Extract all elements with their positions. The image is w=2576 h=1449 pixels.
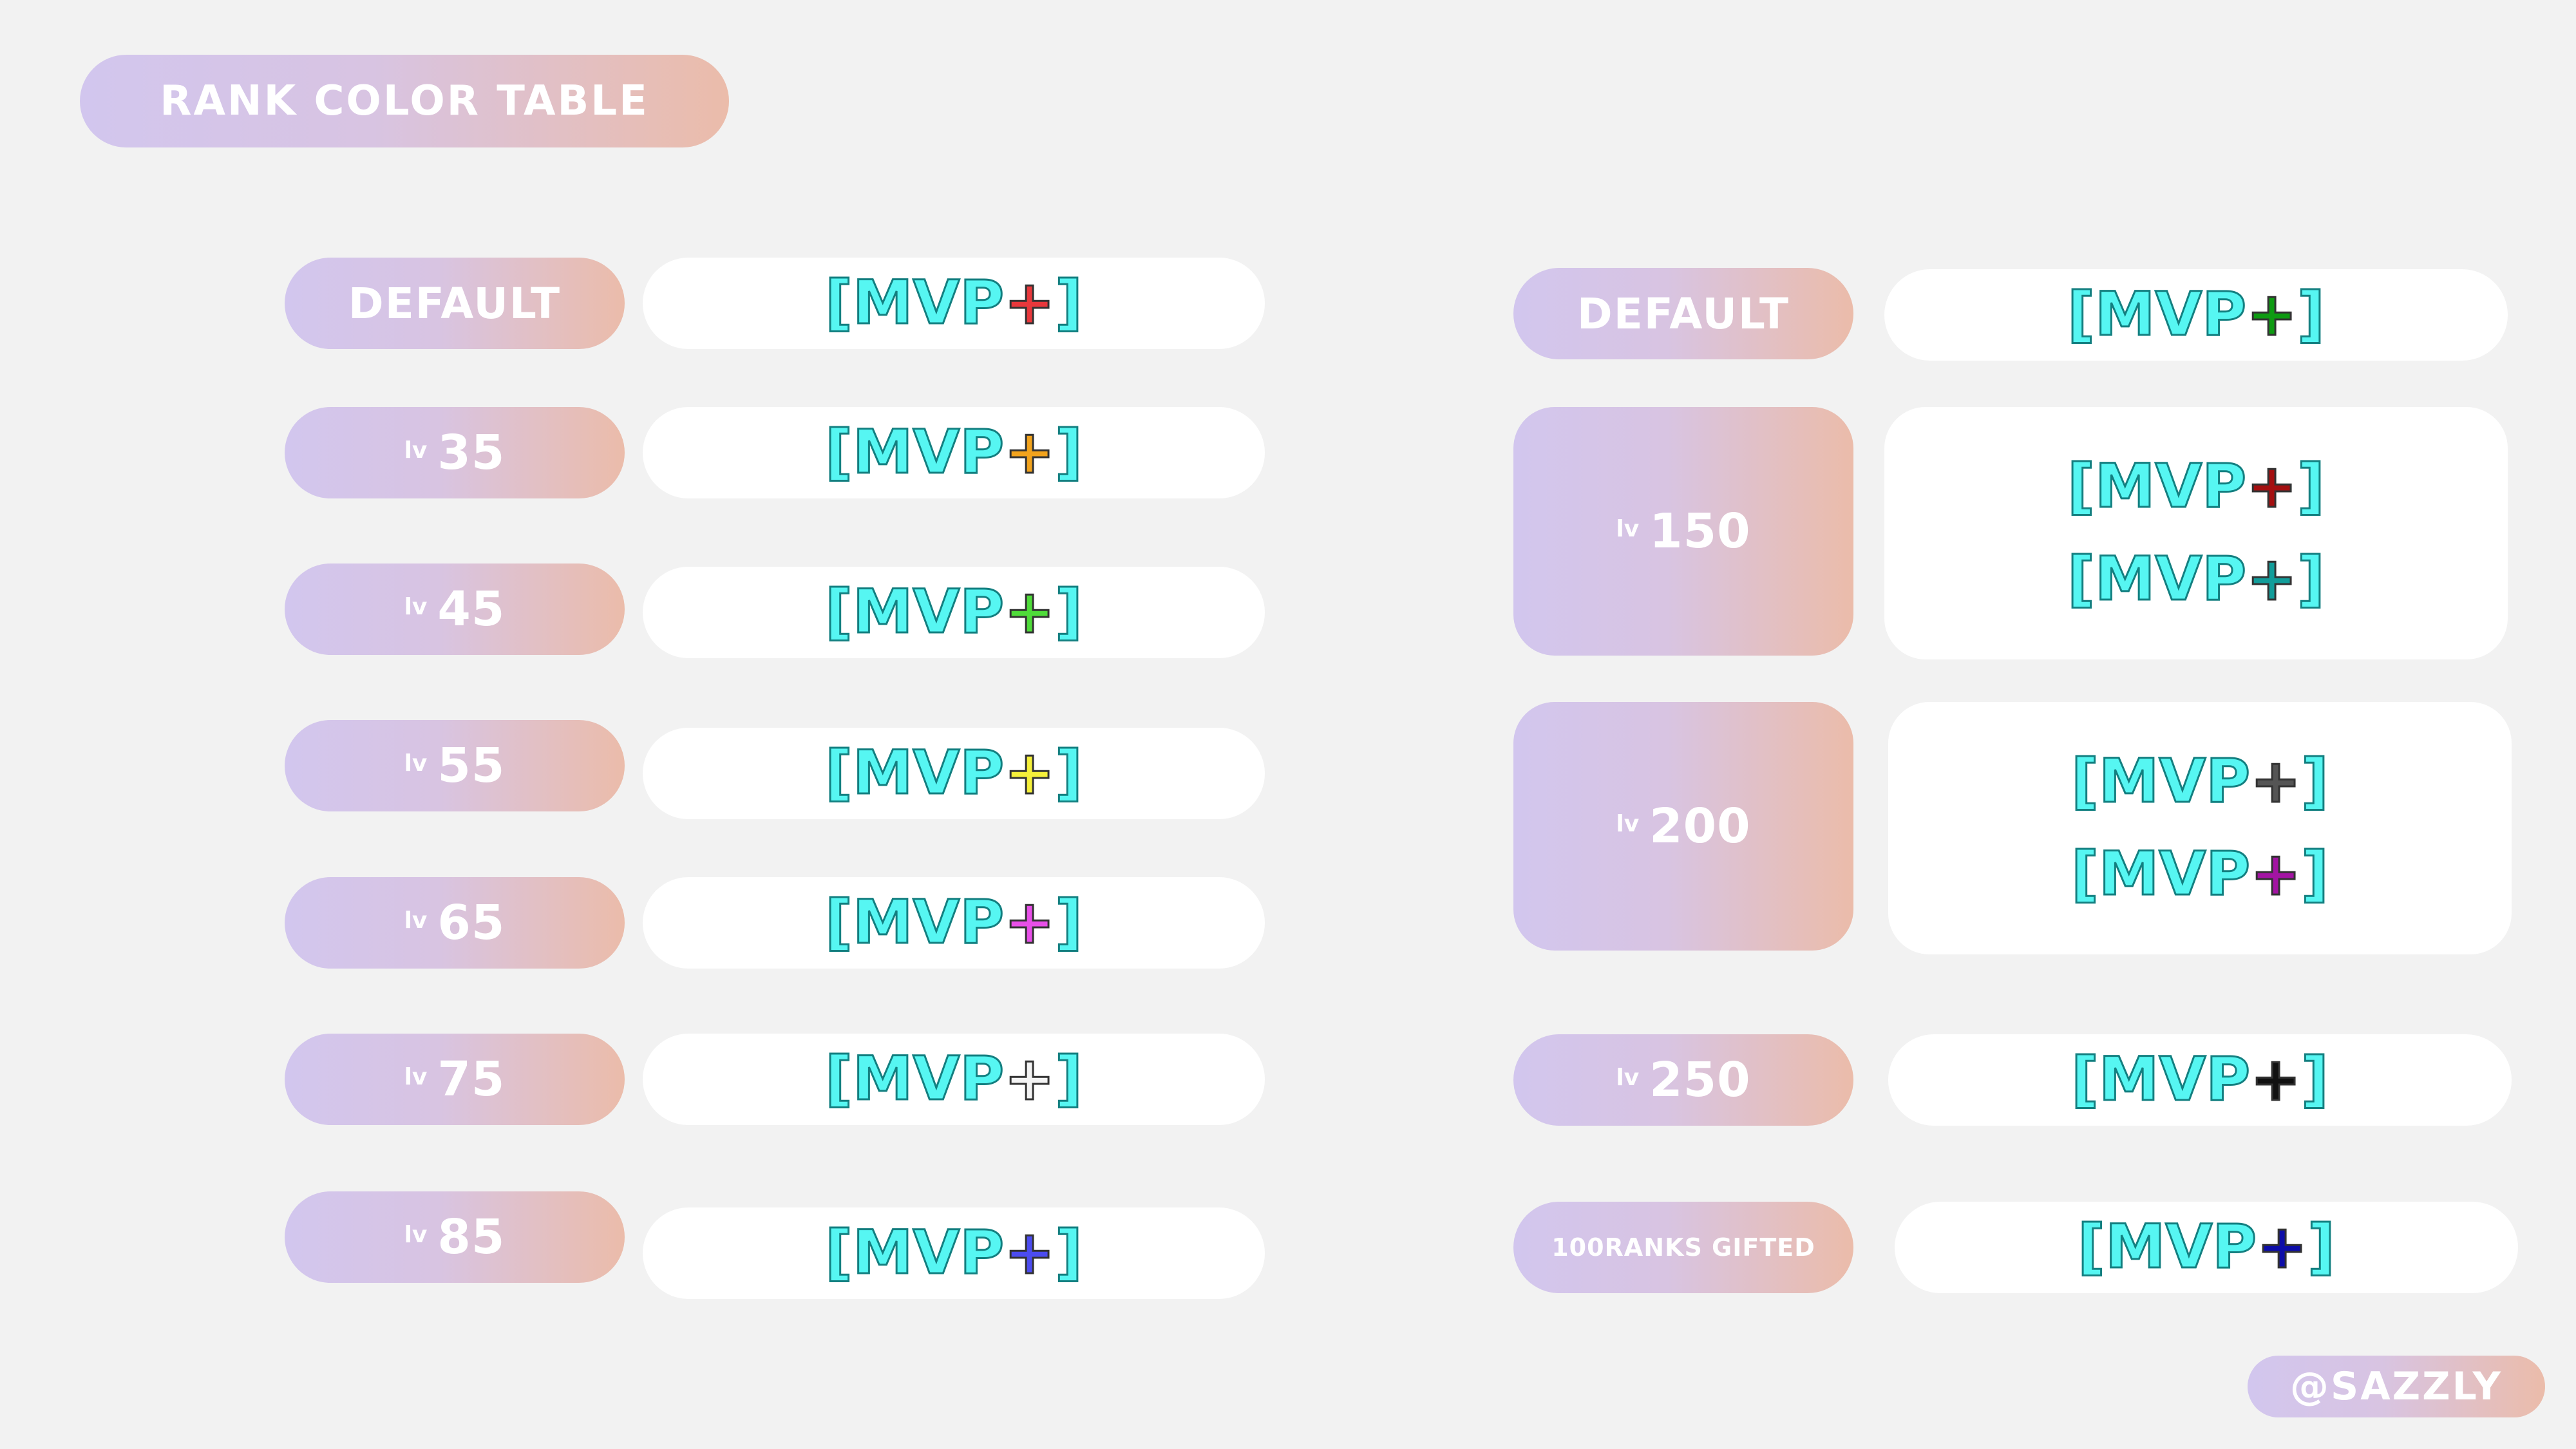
plus-sign: +	[2246, 544, 2298, 614]
rank-label-lv65: lv 65	[285, 877, 625, 969]
level-number: 65	[437, 895, 506, 951]
rank-label-lv55: lv 55	[285, 720, 625, 811]
mvp-plus-tag: [MVP +]	[2067, 451, 2326, 522]
page-title: RANK COLOR TABLE	[80, 55, 729, 147]
level-number: 150	[1649, 504, 1751, 559]
level-number: 85	[437, 1209, 506, 1265]
rank-tag-box-lv250: [MVP +]	[1888, 1034, 2512, 1126]
rank-tag-box-lv75: [MVP +]	[643, 1034, 1265, 1125]
mvp-plus-tag: [MVP +]	[824, 738, 1084, 808]
rank-label-lv85: lv 85	[285, 1191, 625, 1283]
level-number: 75	[437, 1052, 506, 1107]
plus-sign: +	[2246, 451, 2298, 522]
mvp-plus-tag: [MVP +]	[824, 577, 1084, 647]
lv-prefix: lv	[404, 593, 428, 620]
plus-sign: +	[1003, 1044, 1056, 1114]
mvp-plus-tag: [MVP +]	[824, 1218, 1084, 1288]
rank-tag-box-lv55: [MVP +]	[643, 728, 1265, 819]
rank-tag-box-lv45: [MVP +]	[643, 567, 1265, 658]
level-number: 45	[437, 582, 506, 637]
rank-tag-box-lv65: [MVP +]	[643, 877, 1265, 969]
plus-sign: +	[2249, 839, 2302, 909]
rank-tag-box-default-right: [MVP +]	[1884, 269, 2508, 361]
mvp-plus-tag: [MVP +]	[824, 268, 1084, 338]
rank-label-default-right: DEFAULT	[1513, 268, 1853, 359]
rank-label-text: 100RANKS GIFTED	[1551, 1233, 1815, 1262]
mvp-plus-tag: [MVP +]	[2070, 1045, 2330, 1115]
rank-label-100ranks-gifted: 100RANKS GIFTED	[1513, 1202, 1853, 1293]
plus-sign: +	[2256, 1212, 2309, 1282]
mvp-plus-tag: [MVP +]	[824, 1044, 1084, 1114]
mvp-plus-tag: [MVP +]	[2070, 839, 2330, 909]
mvp-plus-tag: [MVP +]	[824, 887, 1084, 958]
lv-prefix: lv	[1616, 515, 1640, 542]
rank-tag-box-default-left: [MVP +]	[643, 258, 1265, 349]
lv-prefix: lv	[404, 907, 428, 934]
rank-label-lv200: lv 200	[1513, 702, 1853, 951]
lv-prefix: lv	[1616, 810, 1640, 837]
rank-label-lv35: lv 35	[285, 407, 625, 498]
rank-label-lv150: lv 150	[1513, 407, 1853, 656]
rank-tag-box-lv85: [MVP +]	[643, 1208, 1265, 1299]
plus-sign: +	[1003, 577, 1056, 647]
rank-label-lv45: lv 45	[285, 564, 625, 655]
plus-sign: +	[1003, 1218, 1056, 1288]
plus-sign: +	[1003, 887, 1056, 958]
mvp-plus-tag: [MVP +]	[2067, 279, 2326, 350]
plus-sign: +	[1003, 738, 1056, 808]
rank-label-text: DEFAULT	[1577, 289, 1790, 339]
mvp-plus-tag: [MVP +]	[2067, 544, 2326, 614]
lv-prefix: lv	[404, 1063, 428, 1090]
plus-sign: +	[1003, 417, 1056, 488]
lv-prefix: lv	[404, 750, 428, 777]
rank-tag-box-lv35: [MVP +]	[643, 407, 1265, 498]
author-handle: @SAZZLY	[2248, 1356, 2545, 1417]
level-number: 35	[437, 425, 506, 480]
plus-sign: +	[1003, 268, 1056, 338]
lv-prefix: lv	[404, 437, 428, 464]
rank-label-default-left: DEFAULT	[285, 258, 625, 349]
plus-sign: +	[2249, 1045, 2302, 1115]
level-number: 200	[1649, 799, 1751, 854]
rank-label-text: DEFAULT	[348, 278, 562, 328]
lv-prefix: lv	[1616, 1064, 1640, 1091]
level-number: 55	[437, 738, 506, 793]
rank-tag-box-100ranks-gifted: [MVP +]	[1895, 1202, 2518, 1293]
plus-sign: +	[2246, 279, 2298, 350]
mvp-plus-tag: [MVP +]	[2070, 746, 2330, 817]
rank-tag-box-lv200: [MVP +] [MVP +]	[1888, 702, 2512, 954]
lv-prefix: lv	[404, 1221, 428, 1248]
level-number: 250	[1649, 1052, 1751, 1108]
rank-label-lv250: lv 250	[1513, 1034, 1853, 1126]
mvp-plus-tag: [MVP +]	[2077, 1212, 2336, 1282]
mvp-plus-tag: [MVP +]	[824, 417, 1084, 488]
plus-sign: +	[2249, 746, 2302, 817]
rank-tag-box-lv150: [MVP +] [MVP +]	[1884, 407, 2508, 659]
rank-label-lv75: lv 75	[285, 1034, 625, 1125]
